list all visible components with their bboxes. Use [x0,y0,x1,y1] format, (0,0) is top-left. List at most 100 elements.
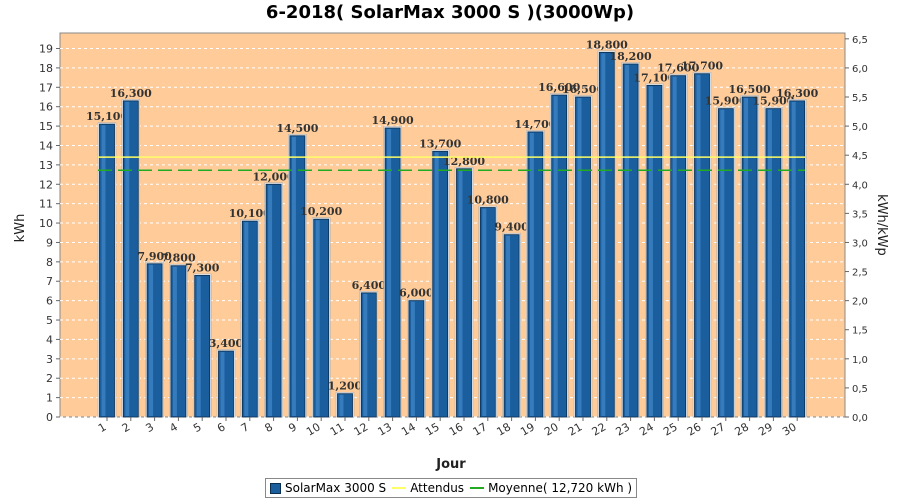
bar-highlight [506,235,511,416]
x-tick-label: 2 [120,420,133,435]
x-tick-label: 6 [215,420,228,435]
data-label: 18,200 [610,50,652,63]
legend-label-solarmax: SolarMax 3000 S [285,481,387,495]
data-label: 9,400 [494,221,529,234]
y-tick-label: 16 [39,101,53,114]
x-tick-label: 19 [518,420,537,438]
plot-background [59,32,846,418]
bar-highlight [268,185,273,416]
y-tick-label: 5 [46,314,53,327]
y-tick-label: 1 [46,392,53,405]
x-tick-label: 12 [352,420,371,438]
data-label: 7,900 [137,250,172,263]
y-right-tick-label: 1,5 [852,326,868,337]
y-right-tick-label: 4,0 [852,180,868,191]
data-label: 1,200 [328,380,363,393]
y-tick-label: 2 [46,372,53,385]
data-label: 10,200 [300,205,342,218]
x-tick-label: 28 [732,420,751,438]
chart-title: 6-2018( SolarMax 3000 S )(3000Wp) [265,2,635,23]
x-tick-label: 27 [709,420,728,438]
bar-highlight [149,264,154,416]
bar-highlight [553,96,558,416]
data-label: 14,500 [276,122,318,135]
bar-highlight [529,132,534,416]
y-tick-label: 9 [46,236,53,249]
bar-highlight [172,266,177,416]
x-tick-label: 8 [263,420,276,435]
data-label: 15,900 [705,95,747,108]
x-tick-label: 5 [191,420,204,435]
data-label: 16,500 [562,83,604,96]
data-label: 10,800 [467,194,509,207]
data-label: 10,100 [229,207,271,220]
y-tick-label: 17 [39,81,53,94]
y-tick-label: 3 [46,353,53,366]
y-right-tick-label: 2,5 [852,268,868,279]
bar-highlight [434,152,439,416]
data-label: 3,400 [209,337,244,350]
legend-item-attendus: Attendus [392,481,464,495]
bar-highlight [196,276,201,416]
y-tick-label: 0 [46,411,53,424]
bar-highlight [363,293,368,416]
data-label: 7,800 [161,252,196,265]
legend-label-moyenne: Moyenne( 12,720 kWh ) [488,481,633,495]
x-tick-label: 22 [590,420,609,438]
y-right-tick-label: 5,0 [852,122,868,133]
data-label: 17,100 [633,71,675,84]
x-tick-label: 7 [239,420,252,435]
bar-highlight [458,169,463,416]
data-label: 14,700 [514,118,556,131]
x-tick-label: 17 [471,420,490,438]
legend-label-attendus: Attendus [410,481,465,495]
y-right-tick-label: 1,0 [852,355,868,366]
y-right-tick-label: 3,5 [852,209,868,220]
y-tick-label: 14 [39,139,53,152]
x-tick-label: 1 [96,420,109,435]
bar-highlight [482,208,487,416]
bar-highlight [410,301,415,416]
data-label: 7,300 [185,261,220,274]
y-tick-label: 15 [39,120,53,133]
y-tick-label: 6 [46,295,53,308]
y-right-tick-label: 6,5 [852,35,868,46]
bar-highlight [648,86,653,416]
y-tick-label: 8 [46,256,53,269]
chart-area: 0123456789101112131415161718190,00,51,01… [13,32,889,472]
legend-item-solarmax: SolarMax 3000 S [270,481,386,495]
bar-highlight [744,98,749,416]
data-label: 16,300 [776,87,818,100]
bar-highlight [720,109,725,417]
x-tick-label: 16 [447,420,466,438]
data-label: 15,900 [752,95,794,108]
bar-highlight [791,101,796,416]
legend-swatch-moyenne [470,487,485,489]
y-right-tick-label: 6,0 [852,64,868,75]
data-label: 12,800 [443,155,485,168]
y-right-tick-label: 3,0 [852,238,868,249]
data-label: 16,600 [538,81,580,94]
y-tick-label: 13 [39,159,53,172]
y-right-tick-label: 2,0 [852,297,868,308]
x-tick-label: 25 [661,420,680,438]
y-right-axis-label: kWh/kWp [874,194,889,256]
data-label: 13,700 [419,137,461,150]
x-tick-label: 13 [375,420,394,438]
bar-highlight [625,65,630,416]
data-label: 12,000 [253,170,295,183]
x-tick-label: 23 [613,420,632,438]
x-tick-label: 24 [637,420,656,438]
y-right-tick-label: 4,5 [852,151,868,162]
bar-highlight [291,136,296,416]
y-tick-label: 18 [39,62,53,75]
x-tick-label: 4 [167,420,180,435]
data-label: 16,300 [110,87,152,100]
x-tick-label: 14 [399,420,418,438]
bar-highlight [387,129,392,416]
bar-highlight [339,394,344,416]
x-tick-label: 29 [756,420,775,438]
data-label: 18,800 [586,38,628,51]
bar-highlight [315,220,320,416]
bar-highlight [767,109,772,417]
